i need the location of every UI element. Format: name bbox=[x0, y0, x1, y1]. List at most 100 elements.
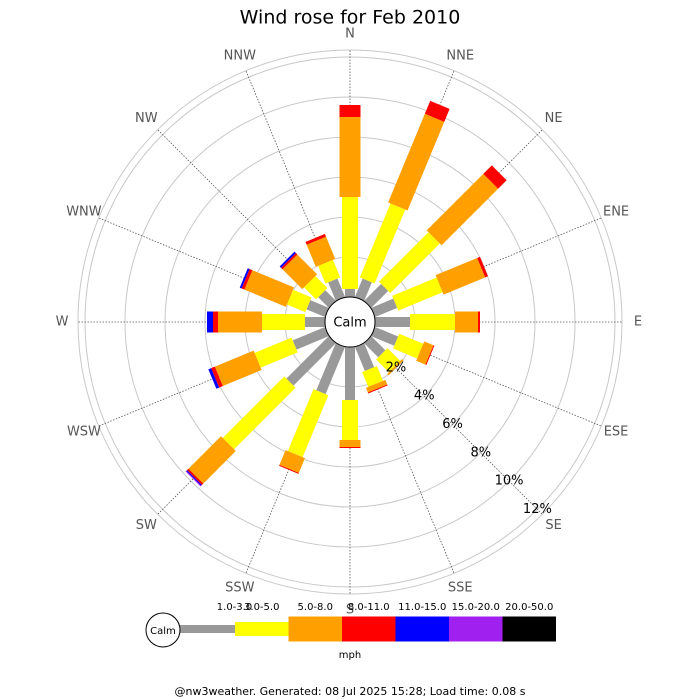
r-tick-label: 4% bbox=[414, 389, 435, 404]
legend-label: 1.0-3.0 bbox=[217, 602, 252, 613]
bar-segment bbox=[328, 278, 346, 301]
bar-segment bbox=[305, 317, 325, 327]
bar-segment bbox=[207, 311, 213, 333]
bar-segment bbox=[426, 173, 499, 246]
r-tick-label: 8% bbox=[471, 445, 492, 460]
bar-segment bbox=[365, 379, 388, 393]
direction-label: S bbox=[346, 603, 354, 618]
bar-segment bbox=[342, 197, 358, 289]
direction-label: N bbox=[345, 27, 355, 42]
bar-segment bbox=[345, 347, 355, 400]
legend-label: 11.0-15.0 bbox=[398, 602, 446, 613]
bar-segment bbox=[185, 470, 202, 487]
direction-label: WSW bbox=[67, 425, 101, 440]
bar-segment bbox=[305, 233, 327, 245]
bar-segment bbox=[339, 105, 361, 117]
bar-segment bbox=[364, 336, 386, 358]
direction-label: NNW bbox=[224, 48, 256, 63]
bar-segment bbox=[376, 348, 401, 373]
legend-label: 8.0-11.0 bbox=[348, 602, 390, 613]
bar-segment bbox=[416, 341, 434, 365]
bar-segment bbox=[342, 400, 358, 440]
legend-swatch bbox=[342, 616, 396, 642]
legend-unit: mph bbox=[339, 650, 361, 661]
bar-segment bbox=[371, 298, 398, 318]
bar-segment bbox=[218, 311, 262, 333]
bar-segment bbox=[188, 436, 236, 484]
bar-segment bbox=[387, 359, 404, 376]
bar-segment bbox=[211, 366, 223, 388]
bar-segment bbox=[282, 254, 318, 290]
bar-segment bbox=[239, 268, 250, 289]
bar-segment bbox=[281, 253, 298, 270]
direction-label: SW bbox=[136, 518, 157, 533]
bar-segment bbox=[354, 278, 372, 301]
bar-segment bbox=[362, 366, 384, 387]
calm-circle bbox=[324, 296, 376, 348]
direction-label: SE bbox=[545, 518, 561, 533]
bar-segment bbox=[455, 311, 478, 333]
bar-segment bbox=[359, 203, 406, 284]
bar-segment bbox=[392, 277, 443, 311]
legend-swatch bbox=[449, 616, 503, 642]
legend-calm-label: Calm bbox=[150, 626, 176, 637]
bar-segment bbox=[371, 326, 399, 346]
bar-segment bbox=[367, 384, 388, 394]
bar-segment bbox=[262, 314, 305, 330]
direction-label: NW bbox=[135, 111, 158, 126]
direction-label: ESE bbox=[604, 425, 629, 440]
r-tick-label: 12% bbox=[523, 502, 552, 517]
bar-segment bbox=[339, 447, 361, 448]
bar-segment bbox=[339, 440, 361, 447]
bar-segment bbox=[244, 270, 294, 307]
legend-calm-circle bbox=[145, 612, 181, 648]
bar-segment bbox=[364, 283, 389, 308]
bar-segment bbox=[287, 389, 329, 458]
bar-segment bbox=[186, 470, 202, 486]
direction-label: SSE bbox=[448, 581, 473, 596]
bar-segment bbox=[318, 290, 336, 308]
legend-swatch bbox=[395, 616, 449, 642]
bar-segment bbox=[241, 269, 253, 290]
outer-ring bbox=[77, 49, 623, 595]
bar-segment bbox=[286, 336, 336, 386]
bar-segment bbox=[318, 259, 341, 284]
bar-segment bbox=[477, 256, 488, 278]
legend-swatch bbox=[288, 616, 342, 642]
bar-segment bbox=[483, 165, 507, 189]
r-tick-label: 10% bbox=[495, 474, 524, 489]
bar-segment bbox=[424, 100, 450, 122]
legend-label: 20.0-50.0 bbox=[505, 602, 553, 613]
bar-segment bbox=[222, 376, 296, 450]
direction-label: E bbox=[634, 315, 642, 330]
legend-swatch bbox=[235, 622, 289, 636]
bar-segment bbox=[388, 113, 445, 211]
bar-segment bbox=[354, 343, 375, 372]
bar-segment bbox=[316, 343, 346, 395]
direction-label: NNE bbox=[446, 48, 474, 63]
bar-segment bbox=[478, 311, 480, 333]
legend-label: 5.0-8.0 bbox=[298, 602, 333, 613]
bar-segment bbox=[279, 251, 296, 268]
bar-segment bbox=[306, 236, 336, 267]
bar-segment bbox=[279, 464, 299, 474]
chart-title: Wind rose for Feb 2010 bbox=[240, 7, 461, 29]
direction-label: SSW bbox=[225, 581, 255, 596]
legend-label: 3.0-5.0 bbox=[244, 602, 279, 613]
bar-segment bbox=[410, 314, 455, 330]
bar-segment bbox=[425, 345, 435, 365]
bar-segment bbox=[345, 289, 355, 297]
bar-segment bbox=[208, 368, 220, 389]
bar-segment bbox=[279, 450, 305, 473]
direction-label: ENE bbox=[603, 204, 629, 219]
bar-segment bbox=[339, 117, 361, 197]
legend-label: 15.0-20.0 bbox=[452, 602, 500, 613]
r-tick-label: 6% bbox=[442, 417, 463, 432]
bar-segment bbox=[304, 276, 328, 300]
bar-segment bbox=[435, 257, 486, 295]
bar-segment bbox=[375, 317, 410, 327]
bar-segment bbox=[254, 337, 298, 368]
bar-segment bbox=[393, 333, 424, 359]
bar-segment bbox=[286, 289, 312, 313]
